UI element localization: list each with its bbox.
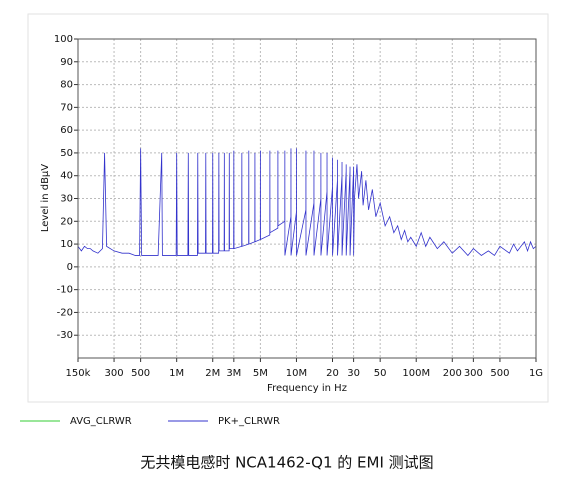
x-tick-label: 3M [226, 368, 241, 379]
x-tick-label: 50 [374, 368, 387, 379]
plot-border [77, 38, 537, 359]
x-axis-label: Frequency in Hz [267, 383, 347, 394]
y-tick-label: 100 [54, 34, 73, 45]
x-tick-label: 30 [347, 368, 360, 379]
y-tick-label: 60 [60, 125, 73, 136]
x-tick-label: 500 [490, 368, 509, 379]
x-tick-label: 300 [464, 368, 483, 379]
y-axis-label: Level in dBµV [40, 164, 51, 232]
y-tick-label: 50 [60, 148, 73, 159]
y-tick-label: -20 [57, 307, 73, 318]
y-tick-label: 30 [60, 194, 73, 205]
legend-label: PK+_CLRWR [218, 416, 280, 427]
x-tick-label: 5M [253, 368, 268, 379]
y-tick-label: 90 [60, 57, 73, 68]
y-tick-label: -30 [57, 330, 73, 341]
chart-frame [27, 13, 549, 403]
y-tick-label: -10 [57, 285, 73, 296]
data-line [77, 148, 537, 257]
x-tick-label: 200 [443, 368, 462, 379]
x-tick-label: 150k [66, 368, 91, 379]
x-tick-label: 1M [169, 368, 184, 379]
y-tick-label: 80 [60, 80, 73, 91]
x-tick-label: 10M [286, 368, 307, 379]
x-tick-label: 20 [326, 368, 339, 379]
x-tick-label: 2M [205, 368, 220, 379]
y-tick-label: 20 [60, 216, 73, 227]
y-tick-label: 70 [60, 102, 73, 113]
x-tick-label: 100M [402, 368, 430, 379]
x-tick-label: 500 [131, 368, 150, 379]
x-tick-label: 300 [105, 368, 124, 379]
y-tick-label: 40 [60, 171, 73, 182]
x-tick-label: 1G [529, 368, 543, 379]
y-tick-label: 0 [67, 262, 73, 273]
legend-label: AVG_CLRWR [70, 416, 132, 427]
caption: 无共模电感时 NCA1462-Q1 的 EMI 测试图 [140, 454, 433, 472]
y-tick-label: 10 [60, 239, 73, 250]
